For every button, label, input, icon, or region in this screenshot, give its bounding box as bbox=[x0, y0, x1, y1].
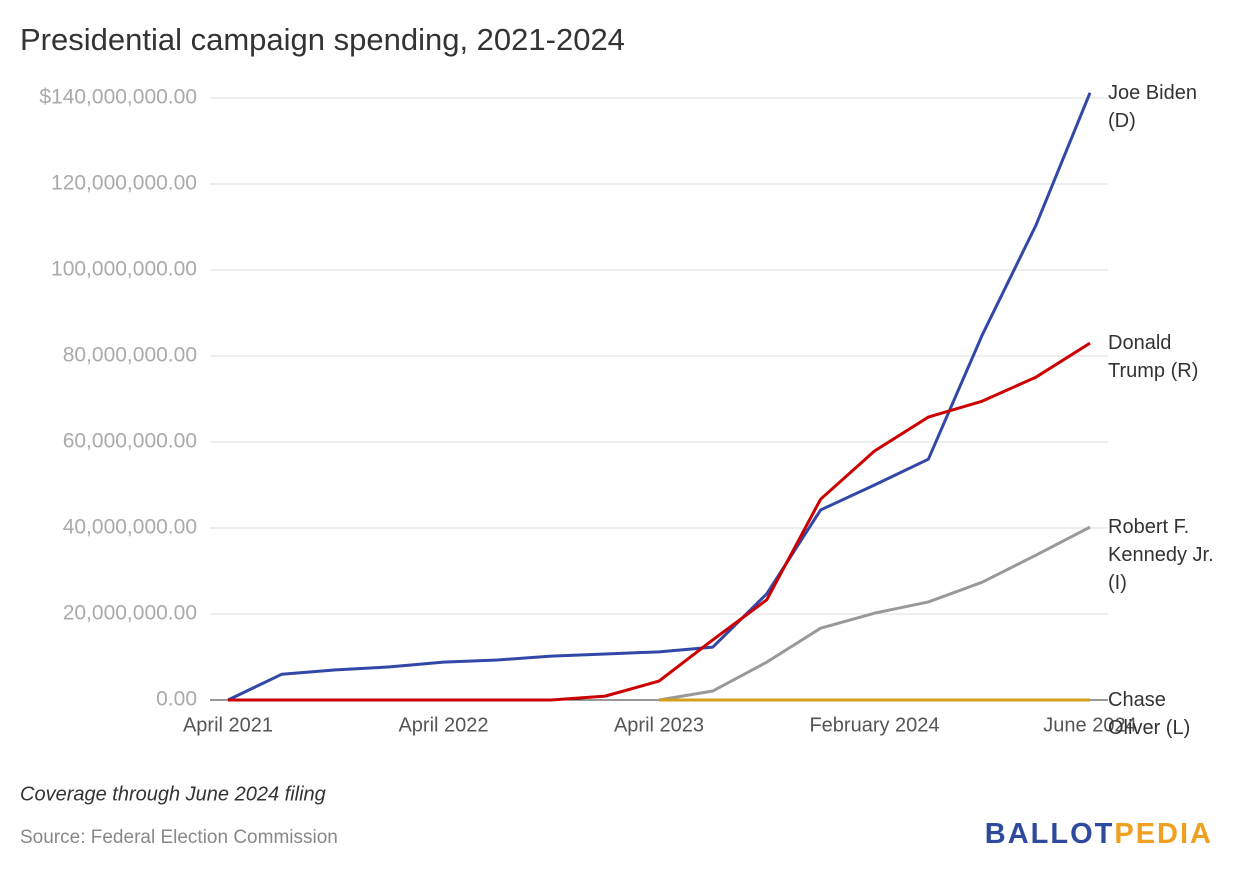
series-label: Robert F. Kennedy Jr. (I) bbox=[1108, 516, 1214, 595]
x-tick-label: June 2024 bbox=[1043, 714, 1136, 736]
series-line bbox=[227, 92, 1092, 702]
y-tick-label: 100,000,000.00 bbox=[51, 258, 197, 281]
logo: BALLOTPEDIA bbox=[985, 818, 1213, 850]
logo-part: PEDIA bbox=[1114, 818, 1213, 850]
y-tick-label: 80,000,000.00 bbox=[63, 344, 197, 367]
y-tick-label: 120,000,000.00 bbox=[51, 172, 197, 195]
source: Source: Federal Election Commission bbox=[20, 827, 338, 848]
logo-part: BALLOT bbox=[985, 818, 1115, 850]
x-tick-label: April 2022 bbox=[398, 714, 488, 736]
y-tick-label: 60,000,000.00 bbox=[63, 430, 197, 453]
series-line bbox=[228, 341, 1091, 702]
series-label: Joe Biden (D) bbox=[1108, 81, 1197, 132]
x-tick-label: April 2021 bbox=[183, 714, 273, 736]
y-tick-label: $140,000,000.00 bbox=[39, 86, 197, 109]
series-line bbox=[658, 525, 1091, 702]
chart-title: Presidential campaign spending, 2021-202… bbox=[20, 22, 625, 57]
y-tick-label: 40,000,000.00 bbox=[63, 516, 197, 539]
series-label: Chase Oliver (L) bbox=[1108, 689, 1191, 739]
x-tick-label: April 2023 bbox=[614, 714, 704, 736]
series-label: Donald Trump (R) bbox=[1108, 332, 1199, 383]
y-tick-label: 0.00 bbox=[156, 688, 197, 711]
x-tick-label: February 2024 bbox=[809, 714, 939, 736]
note: Coverage through June 2024 filing bbox=[20, 783, 326, 805]
y-tick-label: 20,000,000.00 bbox=[63, 602, 197, 625]
